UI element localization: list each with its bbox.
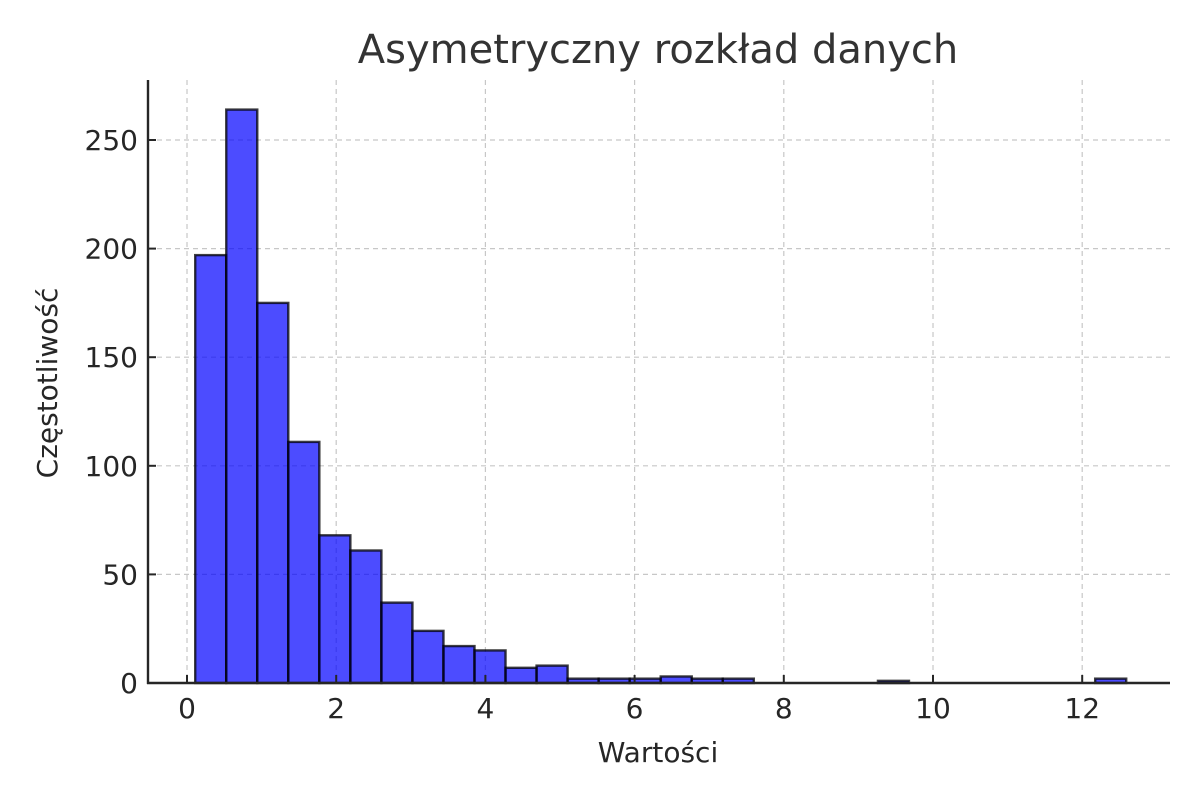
histogram-bar	[287, 440, 321, 685]
x-axis-label: Wartości	[598, 736, 718, 769]
x-tick-label: 10	[915, 692, 951, 725]
x-tick-label: 2	[327, 692, 345, 725]
histogram-bar	[349, 549, 383, 685]
x-tick-label: 6	[626, 692, 644, 725]
y-tick-label: 250	[85, 124, 138, 157]
histogram-bar	[318, 534, 352, 685]
histogram-bar	[380, 601, 414, 685]
histogram-bar	[473, 649, 507, 685]
y-tick-label: 0	[120, 667, 138, 700]
x-tick-label: 4	[476, 692, 494, 725]
histogram-bar	[256, 301, 290, 685]
histogram-bars	[194, 108, 1128, 685]
chart-title: Asymetryczny rozkład danych	[358, 27, 958, 73]
histogram-bar	[225, 108, 259, 685]
histogram-bar	[504, 666, 538, 685]
grid-lines	[148, 80, 1170, 683]
axes	[146, 80, 1170, 685]
x-tick-label: 8	[775, 692, 793, 725]
histogram-bar	[535, 664, 569, 685]
y-tick-label: 150	[85, 341, 138, 374]
y-tick-label: 200	[85, 233, 138, 266]
x-tick-label: 12	[1064, 692, 1100, 725]
histogram-bar	[442, 644, 476, 685]
y-tick-label: 50	[102, 558, 138, 591]
y-tick-label: 100	[85, 450, 138, 483]
y-axis-ticks: 0 50 100 150 200 250	[85, 124, 156, 700]
x-tick-label: 0	[178, 692, 196, 725]
histogram-bar	[194, 253, 228, 685]
x-axis-ticks: 0 2 4 6 8 10 12	[178, 675, 1100, 725]
y-axis-label: Częstotliwość	[31, 288, 64, 479]
histogram-bar	[411, 629, 445, 685]
